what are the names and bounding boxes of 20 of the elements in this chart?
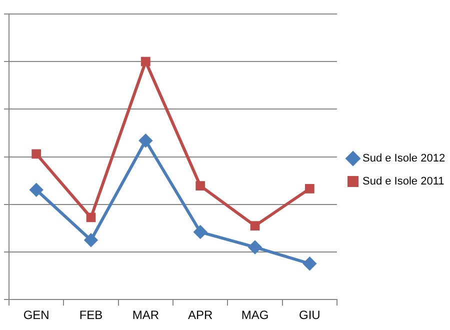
point — [196, 181, 206, 191]
x-tick-label: MAG — [241, 308, 269, 322]
point — [84, 234, 98, 247]
point — [304, 184, 314, 194]
point — [86, 212, 96, 222]
legend-label: Sud e Isole 2012 — [362, 152, 446, 165]
x-tick-label: GIU — [298, 308, 320, 322]
point — [303, 257, 316, 270]
x-tick-label: APR — [188, 308, 213, 322]
point — [139, 134, 152, 148]
point — [32, 149, 42, 159]
x-tick-label: FEB — [79, 308, 103, 322]
legend-label: Sud e Isole 2011 — [362, 176, 444, 188]
point — [30, 183, 43, 196]
point — [194, 226, 207, 239]
point — [248, 240, 262, 254]
point — [250, 221, 260, 230]
point — [140, 56, 150, 66]
x-tick-label: GEN — [23, 308, 50, 322]
x-tick-label: MAR — [132, 308, 160, 322]
